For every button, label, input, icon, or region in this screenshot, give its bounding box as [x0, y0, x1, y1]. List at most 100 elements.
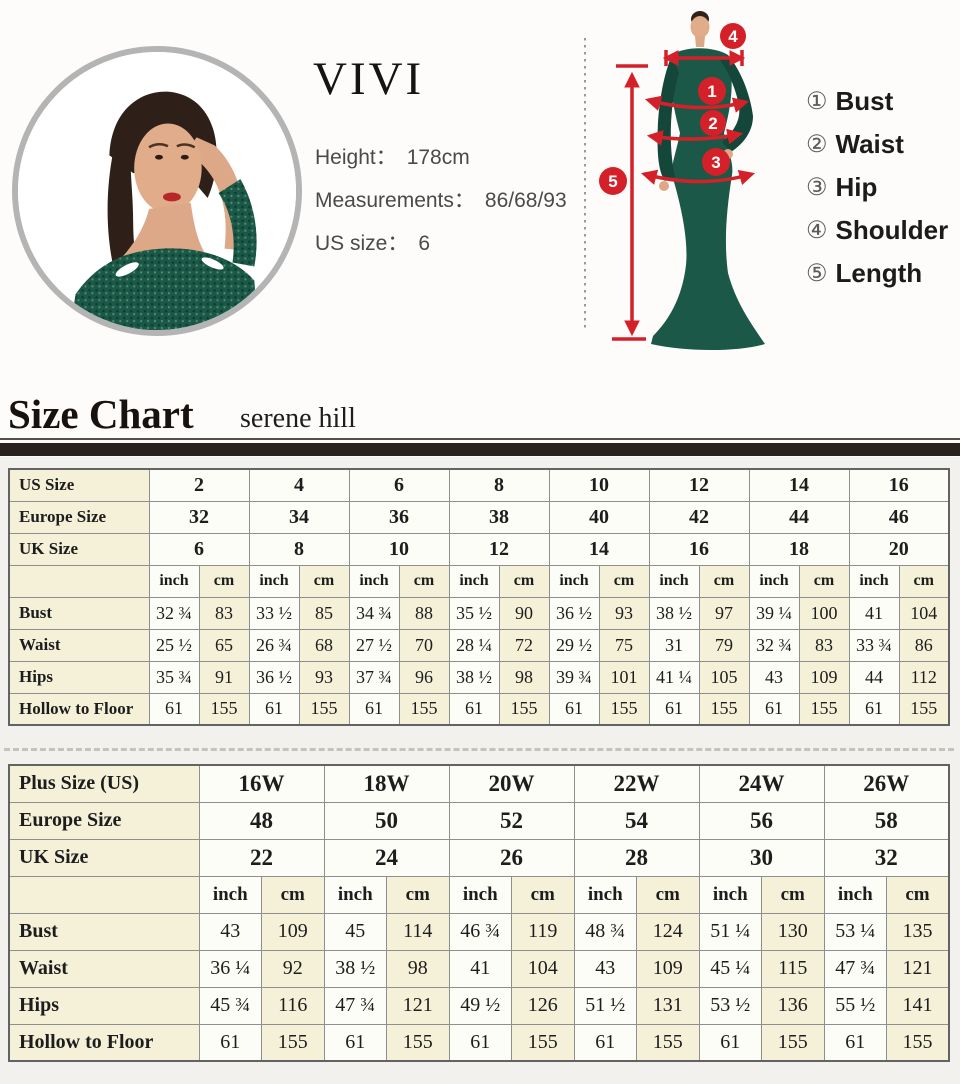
unit-cm-header: cm	[511, 875, 575, 914]
cm-value-cell: 155	[598, 692, 650, 726]
row-label-empty	[8, 564, 150, 598]
size-value-cell: 4	[248, 468, 350, 502]
row-label: US Size	[8, 468, 150, 502]
cm-value-cell: 141	[886, 986, 950, 1025]
measurement-row: Bust 32 ¾ 83 33 ½ 85 34 ¾ 88 35 ½ 90 36 ½ 93 38 ½ 97…	[8, 596, 950, 630]
divider-bar	[0, 443, 960, 456]
inch-value-cell: 45 ¼	[698, 949, 762, 988]
size-value-cell: 10	[348, 532, 450, 566]
size-value-cell: 32	[148, 500, 250, 534]
model-measurements-line: Measurements： 86/68/93	[315, 184, 567, 227]
inch-value-cell: 61	[648, 692, 700, 726]
marker-4-number: 4	[728, 27, 738, 46]
us-size-label: US size：	[315, 232, 409, 255]
inch-value-cell: 61	[248, 692, 300, 726]
row-label: Waist	[8, 949, 200, 988]
cm-value-cell: 109	[261, 912, 325, 951]
inch-value-cell: 39 ¾	[548, 660, 600, 694]
brand-title: VIVI	[313, 53, 425, 105]
unit-inch-header: inch	[248, 564, 300, 598]
inch-value-cell: 61	[348, 692, 400, 726]
size-value-cell: 16	[848, 468, 950, 502]
size-value-cell: 12	[648, 468, 750, 502]
inch-value-cell: 38 ½	[323, 949, 387, 988]
model-height-line: Height： 178cm	[315, 141, 567, 184]
inch-value-cell: 46 ¾	[448, 912, 512, 951]
size-value-cell: 46	[848, 500, 950, 534]
cm-value-cell: 92	[261, 949, 325, 988]
cm-value-cell: 88	[398, 596, 450, 630]
inch-value-cell: 35 ¾	[148, 660, 200, 694]
cm-value-cell: 155	[636, 1023, 700, 1062]
unit-cm-header: cm	[298, 564, 350, 598]
measurement-row: Hollow to Floor 61 155 61 155 61 155 61 155 61 155…	[8, 692, 950, 726]
cm-value-cell: 72	[498, 628, 550, 662]
cm-value-cell: 119	[511, 912, 575, 951]
inch-value-cell: 45	[323, 912, 387, 951]
unit-inch-header: inch	[573, 875, 637, 914]
inch-value-cell: 29 ½	[548, 628, 600, 662]
measurements-label: Measurements：	[315, 189, 475, 212]
inch-value-cell: 61	[698, 1023, 762, 1062]
size-value-cell: 24	[323, 838, 450, 877]
inch-value-cell: 43	[573, 949, 637, 988]
cm-value-cell: 109	[636, 949, 700, 988]
size-value-cell: 58	[823, 801, 950, 840]
cm-value-cell: 155	[198, 692, 250, 726]
cm-value-cell: 68	[298, 628, 350, 662]
inch-value-cell: 45 ¾	[198, 986, 262, 1025]
inch-value-cell: 43	[748, 660, 800, 694]
unit-inch-header: inch	[648, 564, 700, 598]
inch-value-cell: 31	[648, 628, 700, 662]
unit-cm-header: cm	[636, 875, 700, 914]
size-value-cell: 6	[348, 468, 450, 502]
size-value-cell: 54	[573, 801, 700, 840]
hip-measure-line	[640, 169, 756, 186]
shoulder-measure-line	[662, 50, 746, 66]
size-value-cell: 44	[748, 500, 850, 534]
marker-5-length	[599, 167, 627, 195]
cm-value-cell: 79	[698, 628, 750, 662]
size-row: Plus Size (US) 16W 18W 20W 22W 24W 26W	[8, 764, 950, 803]
cm-value-cell: 155	[886, 1023, 950, 1062]
cm-value-cell: 114	[386, 912, 450, 951]
cm-value-cell: 115	[761, 949, 825, 988]
size-value-cell: 22W	[573, 764, 700, 803]
size-value-cell: 22	[198, 838, 325, 877]
row-label: Bust	[8, 596, 150, 630]
cm-value-cell: 100	[798, 596, 850, 630]
unit-cm-header: cm	[761, 875, 825, 914]
size-value-cell: 38	[448, 500, 550, 534]
inch-value-cell: 33 ½	[248, 596, 300, 630]
row-label: Hollow to Floor	[8, 1023, 200, 1062]
size-value-cell: 28	[573, 838, 700, 877]
cm-value-cell: 91	[198, 660, 250, 694]
cm-value-cell: 96	[398, 660, 450, 694]
inch-value-cell: 47 ¾	[823, 949, 887, 988]
size-value-cell: 56	[698, 801, 825, 840]
cm-value-cell: 105	[698, 660, 750, 694]
inch-value-cell: 34 ¾	[348, 596, 400, 630]
unit-cm-header: cm	[798, 564, 850, 598]
inch-value-cell: 41 ¼	[648, 660, 700, 694]
size-value-cell: 30	[698, 838, 825, 877]
cm-value-cell: 97	[698, 596, 750, 630]
cm-value-cell: 85	[298, 596, 350, 630]
unit-cm-header: cm	[898, 564, 950, 598]
row-label-empty	[8, 875, 200, 914]
unit-cm-header: cm	[198, 564, 250, 598]
cm-value-cell: 131	[636, 986, 700, 1025]
size-value-cell: 20W	[448, 764, 575, 803]
cm-value-cell: 155	[898, 692, 950, 726]
size-value-cell: 36	[348, 500, 450, 534]
cm-value-cell: 155	[398, 692, 450, 726]
legend-circled-number: ①	[806, 87, 828, 115]
cm-value-cell: 126	[511, 986, 575, 1025]
legend-item: ① Bust	[806, 80, 948, 123]
cm-value-cell: 130	[761, 912, 825, 951]
size-value-cell: 32	[823, 838, 950, 877]
inch-value-cell: 55 ½	[823, 986, 887, 1025]
size-value-cell: 16W	[198, 764, 325, 803]
bust-measure-line	[644, 95, 750, 113]
